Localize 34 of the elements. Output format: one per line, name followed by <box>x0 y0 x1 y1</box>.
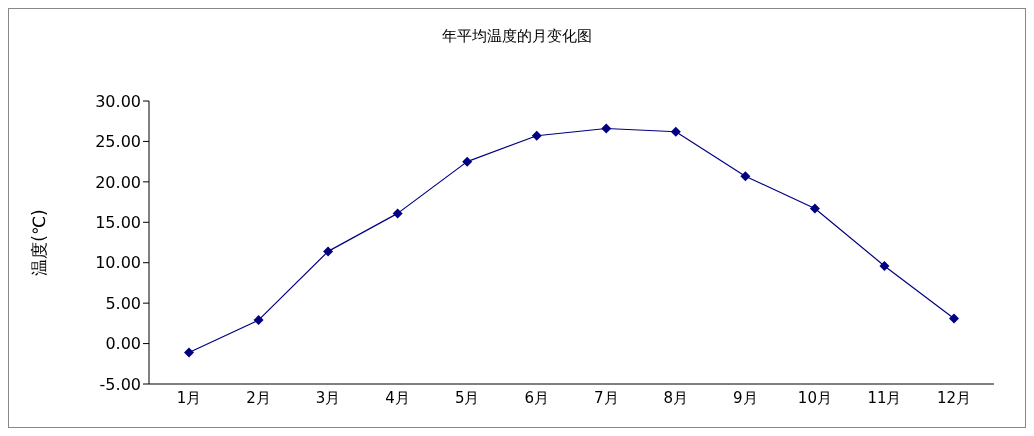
point <box>184 347 194 358</box>
point <box>809 203 820 214</box>
x-tick-label: 4月 <box>385 388 410 407</box>
point <box>253 315 264 326</box>
y-tick-label: 0.00 <box>105 334 141 354</box>
point <box>740 171 751 182</box>
y-tick-label: 30.00 <box>95 91 141 111</box>
x-tick-label: 7月 <box>594 388 619 407</box>
x-tick-label: 11月 <box>867 388 902 407</box>
point <box>323 246 334 257</box>
x-tick-label: 8月 <box>663 388 689 407</box>
point <box>462 156 473 167</box>
y-axis-title: 温度(℃) <box>29 209 50 276</box>
point <box>879 260 890 271</box>
x-tick-label: 12月 <box>936 388 972 407</box>
point <box>670 126 681 137</box>
x-tick-label: 6月 <box>524 388 549 407</box>
x-tick-label: 2月 <box>246 388 271 407</box>
x-tick-label: 9月 <box>733 388 758 407</box>
point <box>949 313 959 324</box>
y-tick-label: 5.00 <box>105 293 141 313</box>
y-tick-label: 25.00 <box>95 132 141 152</box>
point <box>531 130 542 141</box>
y-tick-label: -5.00 <box>99 374 141 394</box>
point <box>601 123 612 134</box>
x-tick-label: 1月 <box>176 388 202 407</box>
y-tick-label: 15.00 <box>95 212 141 232</box>
y-tick-label: 20.00 <box>95 172 141 192</box>
y-tick-label: 10.00 <box>95 253 141 273</box>
x-tick-label: 10月 <box>797 388 832 407</box>
x-tick-label: 5月 <box>454 388 480 407</box>
point <box>392 208 403 219</box>
chart-title: 年平均温度的月变化图 <box>441 27 593 46</box>
x-tick-label: 3月 <box>315 388 341 407</box>
